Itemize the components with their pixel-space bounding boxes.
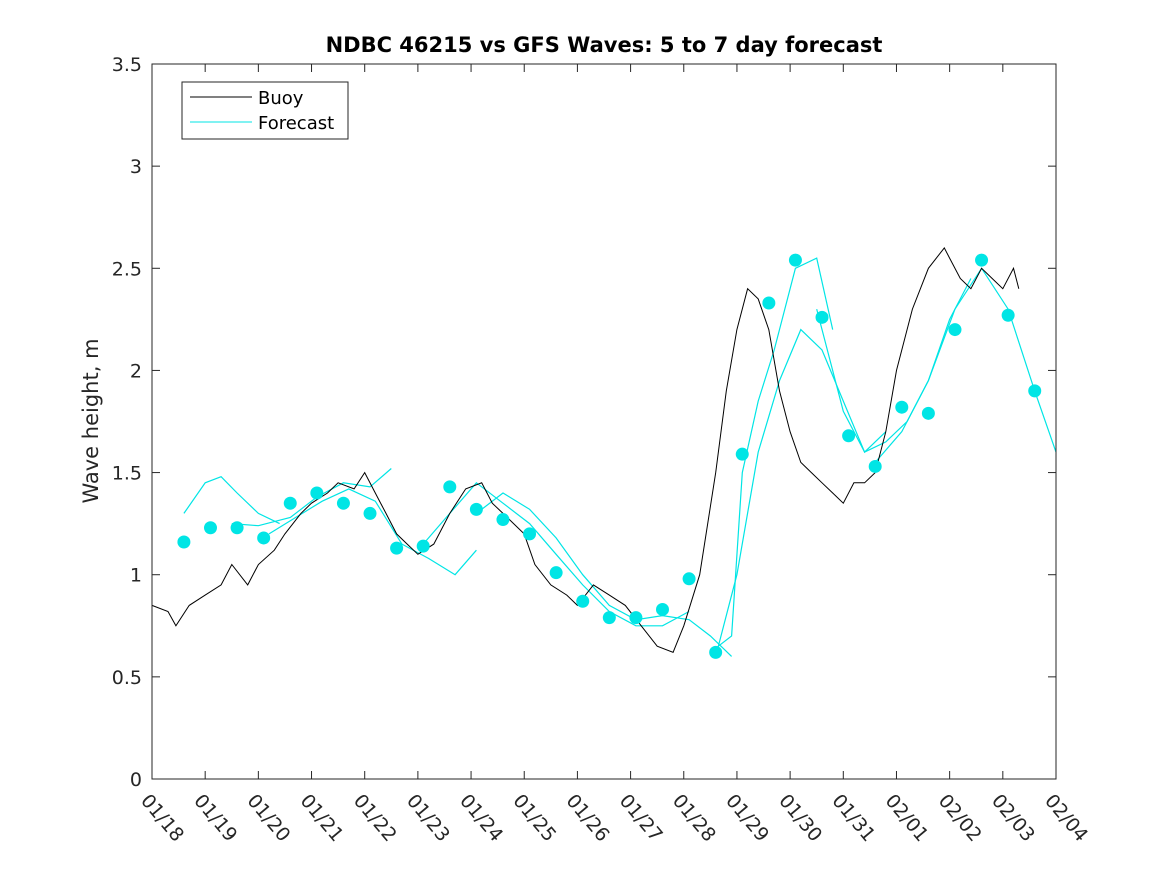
forecast-run-line — [268, 488, 477, 576]
forecast-point — [416, 539, 430, 553]
forecast-point — [203, 521, 217, 535]
forecast-point — [336, 496, 350, 510]
forecast-point — [257, 531, 271, 545]
forecast-point — [576, 594, 590, 608]
y-tick-label: 2.5 — [112, 258, 142, 280]
legend: Buoy Forecast — [181, 81, 349, 140]
forecast-point — [602, 611, 616, 625]
forecast-run-line — [476, 492, 733, 657]
forecast-point — [390, 541, 404, 555]
y-axis: 0 0.5 1 1.5 2 2.5 3 3.5 — [112, 54, 1056, 791]
forecast-point — [788, 253, 802, 267]
forecast-point — [310, 486, 324, 500]
forecast-point — [975, 253, 989, 267]
forecast-point — [549, 566, 563, 580]
forecast-point — [469, 502, 483, 516]
y-tick-label: 2 — [130, 360, 142, 382]
y-tick-label: 3 — [130, 156, 142, 178]
forecast-point — [709, 645, 723, 659]
legend-buoy-label: Buoy — [258, 88, 304, 109]
y-axis-label: Wave height, m — [79, 338, 103, 503]
legend-forecast-label: Forecast — [258, 113, 334, 134]
forecast-point — [1028, 384, 1042, 398]
forecast-run-line — [816, 278, 972, 453]
buoy-line — [151, 246, 1020, 653]
forecast-point — [921, 406, 935, 420]
axes-box — [151, 63, 1057, 780]
forecast-point — [948, 323, 962, 337]
forecast-point — [230, 521, 244, 535]
forecast-point — [815, 310, 829, 324]
forecast-point — [735, 447, 749, 461]
y-tick-label: 0 — [130, 769, 142, 791]
forecast-point — [868, 459, 882, 473]
y-tick-label: 1 — [130, 565, 142, 587]
forecast-point — [496, 513, 510, 527]
forecast-point — [443, 480, 457, 494]
forecast-run-line — [710, 257, 834, 653]
forecast-point — [629, 611, 643, 625]
forecast-point — [655, 602, 669, 616]
buoy-series-line — [151, 246, 1020, 653]
forecast-point — [762, 296, 776, 310]
forecast-markers — [177, 253, 1042, 659]
forecast-point — [1001, 308, 1015, 322]
forecast-point — [682, 572, 696, 586]
chart-title: NDBC 46215 vs GFS Waves: 5 to 7 day fore… — [326, 33, 883, 57]
forecast-point — [177, 535, 191, 549]
forecast-run-line — [422, 481, 690, 627]
forecast-run-line — [183, 475, 280, 525]
plot-area — [152, 64, 1056, 779]
forecast-point — [283, 496, 297, 510]
forecast-run-line — [874, 267, 1057, 463]
forecast-run-line — [715, 328, 887, 657]
legend-box — [181, 81, 349, 140]
forecast-point — [523, 527, 537, 541]
forecast-point — [363, 506, 377, 520]
forecast-point — [842, 429, 856, 443]
forecast-point — [895, 400, 909, 414]
y-tick-label: 1.5 — [112, 463, 142, 485]
y-tick-label: 0.5 — [112, 667, 142, 689]
y-tick-label: 3.5 — [112, 54, 142, 76]
